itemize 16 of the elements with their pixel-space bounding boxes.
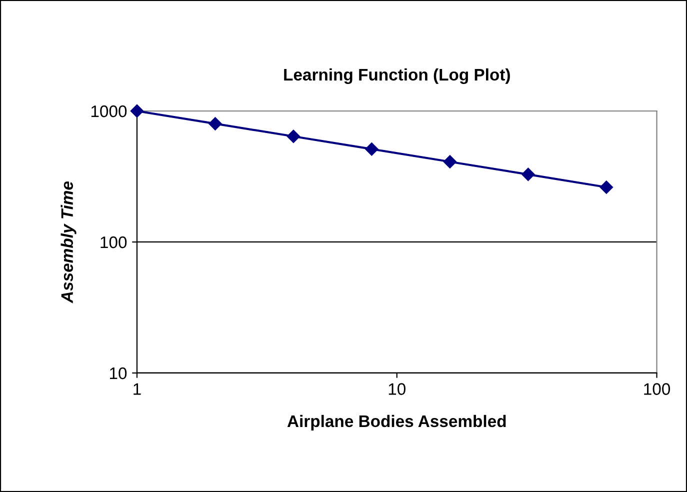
point xyxy=(286,130,300,143)
x-tick-label: 1 xyxy=(134,383,141,395)
x-tick-label: 10 xyxy=(388,383,406,395)
y-axis-title: Assembly Time xyxy=(60,181,76,304)
point xyxy=(443,155,457,168)
point xyxy=(365,142,378,156)
y-tick-label: 100 xyxy=(100,236,127,248)
point xyxy=(600,180,613,194)
point xyxy=(130,104,144,118)
chart-title: Learning Function (Log Plot) xyxy=(284,68,510,84)
point xyxy=(208,117,222,130)
point xyxy=(522,168,535,181)
y-tick-label: 1000 xyxy=(91,105,127,118)
y-tick-label: 10 xyxy=(110,367,127,380)
x-axis-title: Airplane Bodies Assembled xyxy=(287,414,506,430)
x-tick-label: 100 xyxy=(644,383,670,395)
